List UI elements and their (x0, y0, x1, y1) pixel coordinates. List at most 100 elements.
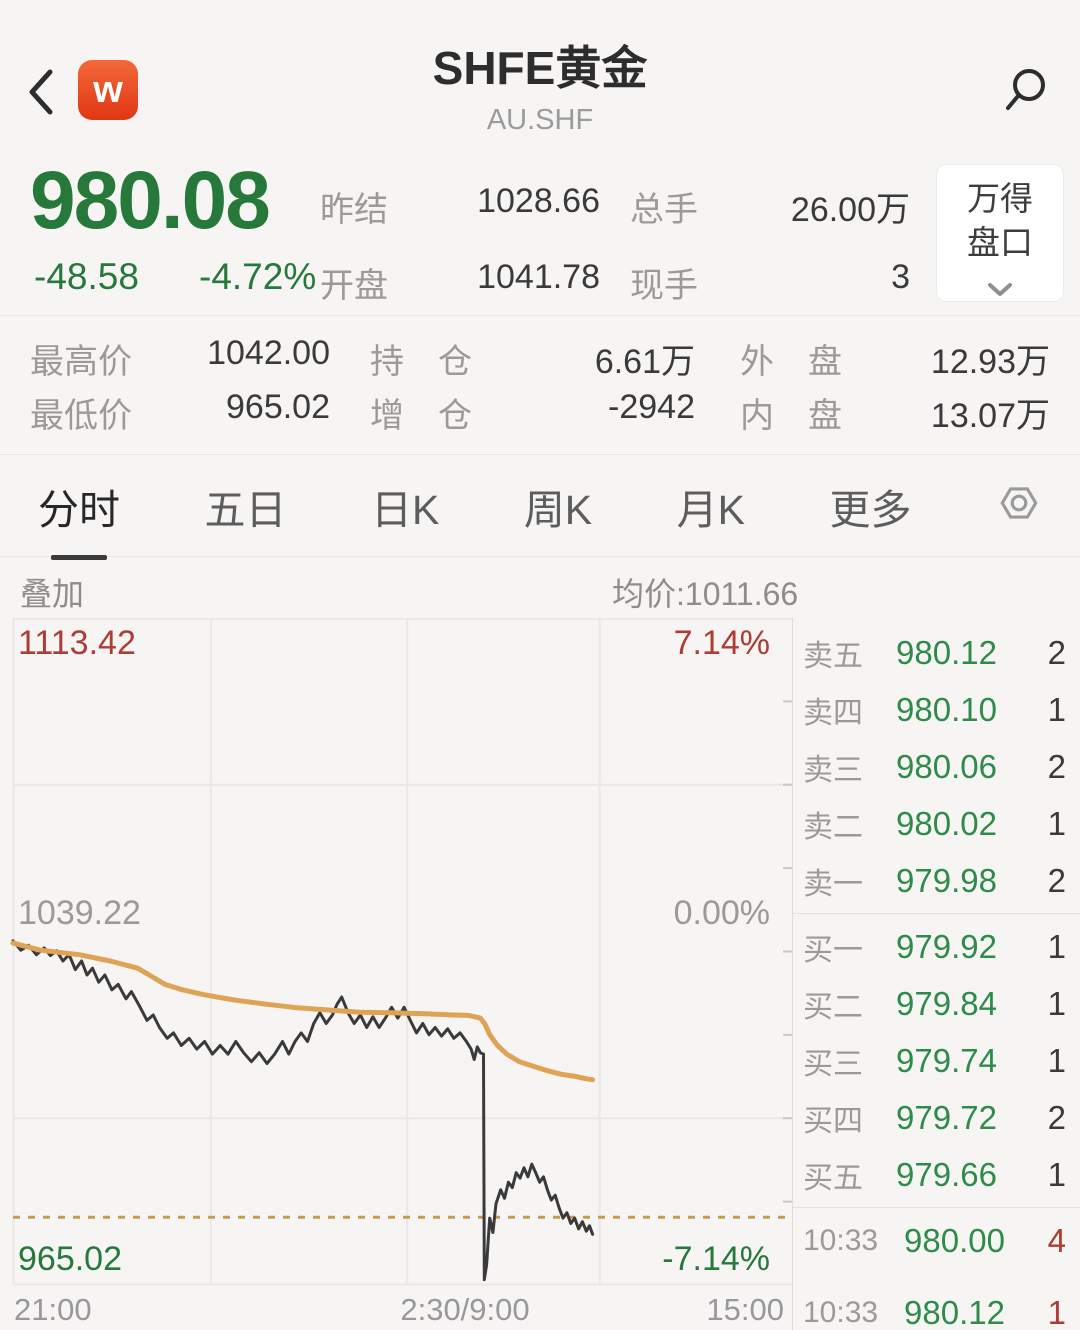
price-change: -48.58 (34, 256, 139, 297)
bid-row[interactable]: 买四 979.72 2 (793, 1089, 1080, 1146)
ask-row[interactable]: 卖二 980.02 1 (793, 795, 1080, 852)
level-volume: 2 (1047, 1098, 1066, 1136)
level-price: 980.10 (896, 690, 997, 728)
trade-row: 10:33 980.12 1 (793, 1284, 1080, 1330)
level-label: 买四 (803, 1104, 863, 1138)
field-current-volume: 现手 3 (630, 258, 910, 305)
level-price: 979.84 (896, 984, 997, 1022)
ask-row[interactable]: 卖五 980.12 2 (793, 624, 1080, 681)
stats-block: 最高价 1042.00 持 仓 6.61万 外 盘 12.93万 最低价 965.02 … (0, 315, 1080, 455)
level-label: 卖五 (803, 639, 863, 673)
field-open: 开盘 1041.78 (320, 258, 600, 305)
level-label: 卖三 (803, 753, 863, 787)
wind-logo-letter: w (93, 68, 123, 111)
level-price: 980.02 (896, 804, 997, 842)
level-volume: 1 (1047, 1041, 1066, 1079)
level-volume: 1 (1047, 1155, 1066, 1193)
level-price: 979.98 (896, 861, 997, 899)
search-icon[interactable] (1000, 64, 1052, 121)
field-prev-settle: 昨结 1028.66 (320, 182, 600, 229)
back-icon[interactable] (24, 66, 58, 123)
bid-row[interactable]: 买三 979.74 1 (793, 1032, 1080, 1089)
tab-intraday[interactable]: 分时 (38, 476, 120, 560)
last-price: 980.08 (30, 155, 271, 246)
axis-mid-percent: 0.00% (673, 894, 770, 932)
level-volume: 2 (1047, 747, 1066, 785)
tab-weekly-k[interactable]: 周K (523, 486, 593, 533)
level-volume: 2 (1047, 633, 1066, 671)
level-volume: 1 (1047, 690, 1066, 728)
average-price-label: 均价:1011.66 (612, 576, 799, 612)
trade-price: 980.12 (904, 1294, 1005, 1330)
intraday-chart[interactable]: 1113.42 7.14% 1039.22 0.00% 965.02 -7.14… (0, 618, 792, 1330)
wind-panel-button[interactable]: 万得 盘口 (936, 164, 1064, 302)
tab-five-day[interactable]: 五日 (204, 486, 287, 533)
axis-max-percent: 7.14% (673, 624, 770, 662)
level-label: 卖四 (803, 696, 863, 730)
time-tick-start: 21:00 (14, 1292, 92, 1327)
chart-settings-icon[interactable] (996, 480, 1042, 531)
level-label: 卖一 (803, 867, 863, 901)
ask-row[interactable]: 卖三 980.06 2 (793, 738, 1080, 795)
main-area: 1113.42 7.14% 1039.22 0.00% 965.02 -7.14… (0, 618, 1080, 1330)
page-title: SHFE黄金 (432, 42, 648, 94)
level-volume: 1 (1047, 804, 1066, 842)
chevron-down-icon (988, 283, 1012, 296)
tab-more[interactable]: 更多 (829, 486, 912, 533)
level-volume: 1 (1047, 984, 1066, 1022)
level-label: 卖二 (803, 810, 863, 844)
bid-row[interactable]: 买二 979.84 1 (793, 975, 1080, 1032)
tab-daily-k[interactable]: 日K (370, 486, 440, 533)
stats-row-1: 最高价 1042.00 持 仓 6.61万 外 盘 12.93万 (30, 331, 1050, 385)
time-tick-middle: 2:30/9:00 (400, 1292, 530, 1327)
level-price: 979.74 (896, 1041, 997, 1079)
instrument-code: AU.SHF (486, 104, 594, 136)
book-divider (793, 913, 1080, 914)
level-label: 买二 (803, 990, 863, 1024)
ask-row[interactable]: 卖一 979.98 2 (793, 852, 1080, 909)
overlay-bar: 叠加 均价:1011.66 (0, 557, 1080, 618)
level-volume: 2 (1047, 861, 1066, 899)
quote-block: 980.08 -48.58 -4.72% 昨结 1028.66 开盘 1041.… (0, 155, 1080, 315)
level-label: 买一 (803, 933, 863, 967)
recent-trades: 10:33 980.00 4 10:33 980.12 1 (793, 1212, 1080, 1330)
axis-min-price: 965.02 (18, 1240, 122, 1278)
trades-divider (793, 1207, 1080, 1208)
ask-levels: 卖五 980.12 2 卖四 980.10 1 卖三 980.06 2 卖二 980.02 1 卖一 97… (793, 624, 1080, 909)
bid-levels: 买一 979.92 1 买二 979.84 1 买三 979.74 1 买四 979.72 2 买五 97… (793, 918, 1080, 1203)
stat-low: 最低价 965.02 (30, 387, 330, 435)
time-tick-end: 15:00 (706, 1292, 784, 1327)
overlay-button[interactable]: 叠加 (20, 576, 85, 612)
active-tab-underline (51, 554, 107, 560)
bid-row[interactable]: 买一 979.92 1 (793, 918, 1080, 975)
stat-open-interest: 持 仓 6.61万 (370, 342, 695, 381)
bid-row[interactable]: 买五 979.66 1 (793, 1146, 1080, 1203)
trade-row: 10:33 980.00 4 (793, 1212, 1080, 1270)
ask-row[interactable]: 卖四 980.10 1 (793, 681, 1080, 738)
stat-oi-change: 增 仓 -2942 (370, 387, 695, 435)
trade-volume: 1 (1047, 1294, 1066, 1330)
axis-max-price: 1113.42 (18, 624, 136, 662)
level-price: 980.12 (896, 633, 997, 671)
level-volume: 1 (1047, 927, 1066, 965)
wind-logo[interactable]: w (78, 60, 138, 120)
stat-inner-volume: 内 盘 13.07万 (740, 396, 1050, 435)
chart-canvas (10, 618, 792, 1286)
trade-volume: 4 (1047, 1222, 1066, 1259)
axis-min-percent: -7.14% (662, 1240, 770, 1278)
order-book: 卖五 980.12 2 卖四 980.10 1 卖三 980.06 2 卖二 980.02 1 卖一 97… (792, 618, 1080, 1330)
stat-high: 最高价 1042.00 (30, 333, 330, 381)
trade-time: 10:33 (803, 1224, 879, 1257)
level-price: 979.66 (896, 1155, 997, 1193)
level-price: 980.06 (896, 747, 997, 785)
header: w SHFE黄金 AU.SHF (0, 0, 1080, 160)
stat-outer-volume: 外 盘 12.93万 (740, 342, 1050, 381)
trade-time: 10:33 (803, 1296, 879, 1329)
tab-monthly-k[interactable]: 月K (676, 486, 746, 533)
chart-tab-bar: 分时 五日 日K 周K 月K 更多 (0, 455, 1080, 560)
level-price: 979.92 (896, 927, 997, 965)
axis-mid-price: 1039.22 (18, 894, 141, 932)
field-total-volume: 总手 26.00万 (630, 191, 910, 229)
level-label: 买三 (803, 1047, 863, 1081)
